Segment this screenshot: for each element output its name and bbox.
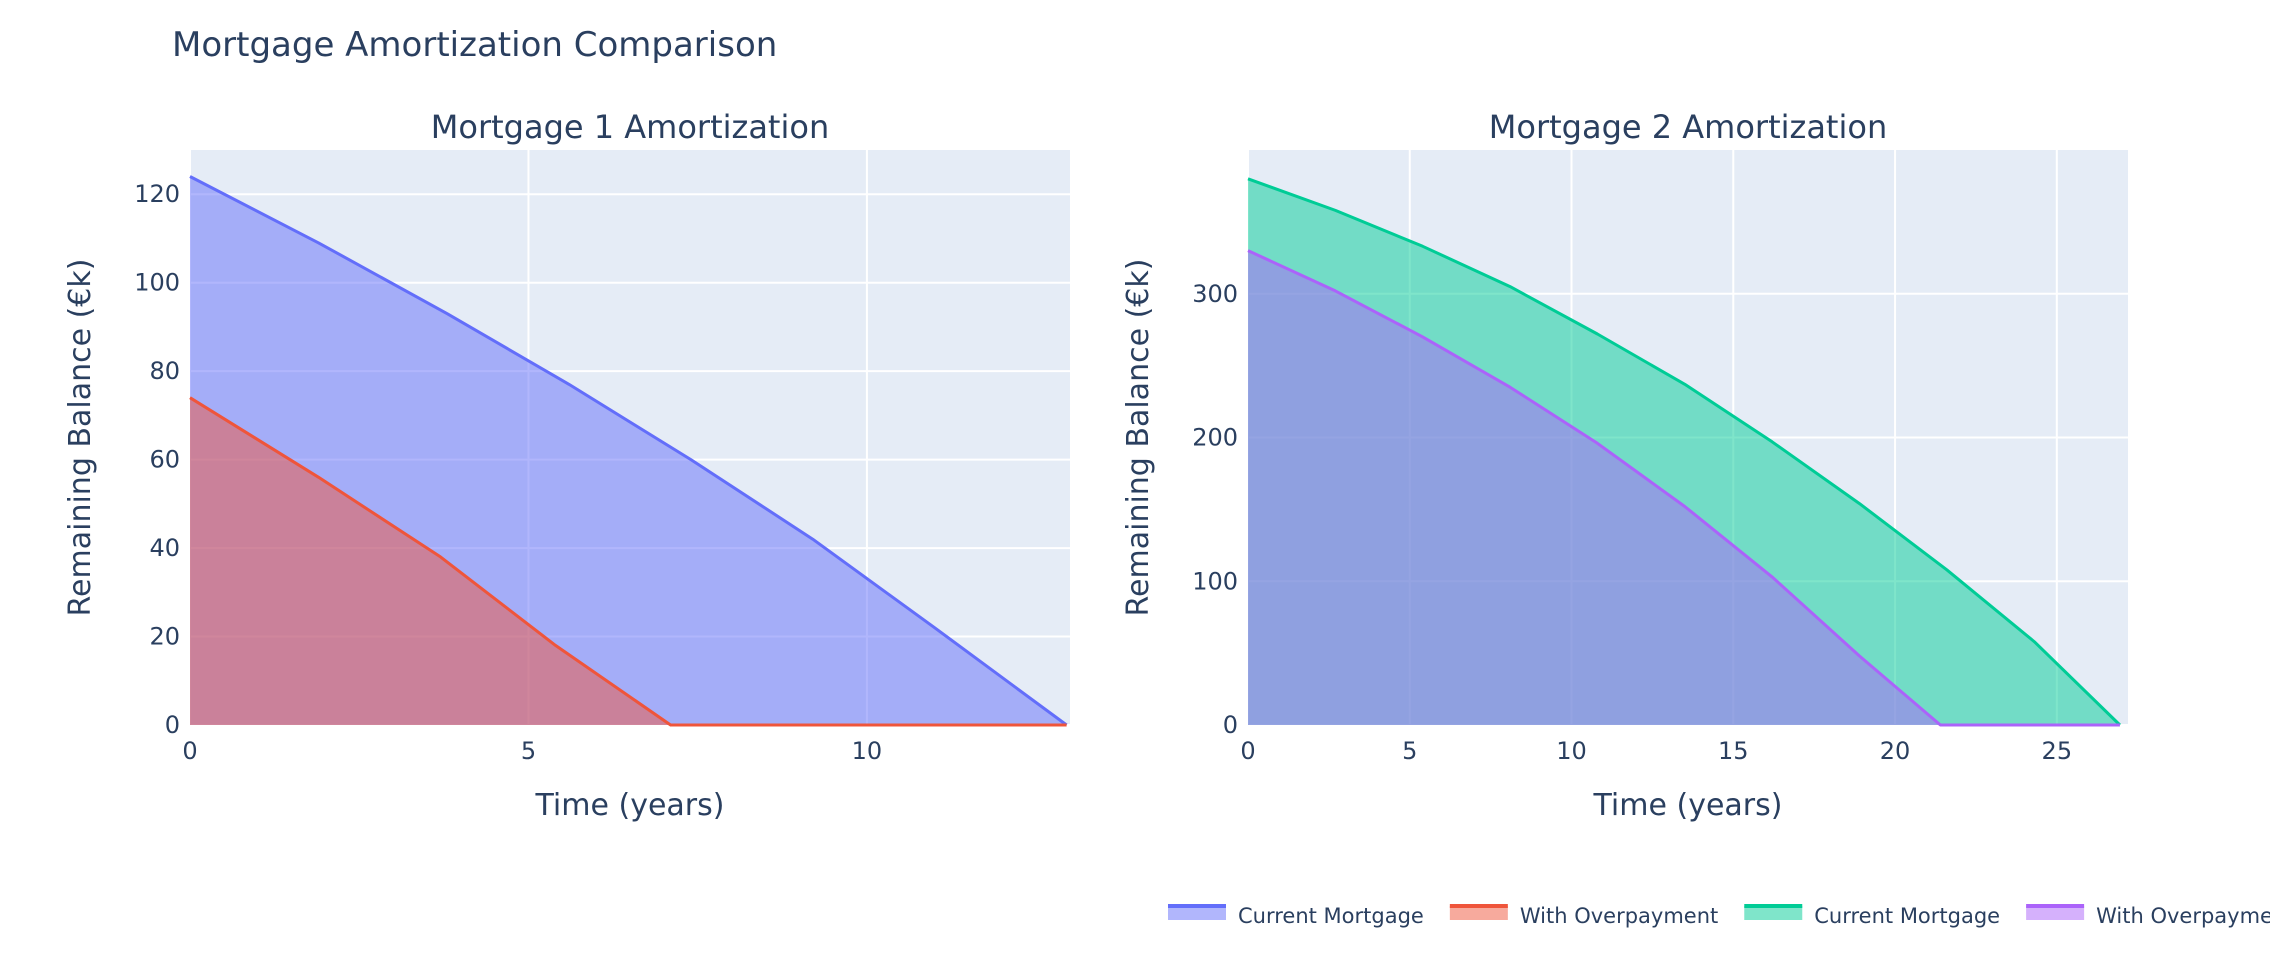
x-tick-label: 5	[521, 737, 536, 765]
legend-swatch	[2026, 906, 2085, 920]
subplot-2: 0 5 10 15 20 25 0 100 200 300 Mortgage 2 Amortizat…	[1121, 108, 2128, 823]
y-tick-label: 40	[149, 534, 180, 562]
subplot-title: Mortgage 2 Amortization	[1489, 108, 1887, 146]
legend-label: With Overpayment	[2096, 904, 2270, 928]
legend-item[interactable]: Current Mortgage	[1168, 904, 1424, 928]
legend-item[interactable]: With Overpayment	[2026, 904, 2270, 928]
x-tick-label: 0	[1240, 737, 1255, 765]
y-tick-label: 20	[149, 623, 180, 651]
x-axis-label: Time (years)	[1593, 788, 1783, 823]
chart-title: Mortgage Amortization Comparison	[172, 25, 777, 65]
y-tick-label: 60	[149, 446, 180, 474]
x-tick-label: 10	[852, 737, 883, 765]
series-line-1	[1247, 177, 2121, 727]
y-axis-label: Remaining Balance (€k)	[63, 259, 98, 617]
x-tick-label: 25	[2042, 737, 2073, 765]
y-tick-label: 100	[1192, 567, 1238, 595]
legend-label: Current Mortgage	[1238, 904, 1424, 928]
x-axis-label: Time (years)	[535, 788, 725, 823]
legend: Current Mortgage With Overpayment Current …	[1168, 904, 2270, 928]
x-tick-label: 10	[1556, 737, 1587, 765]
y-tick-label: 0	[165, 711, 180, 739]
series-line-1	[189, 175, 1068, 727]
x-tick-label: 0	[182, 737, 197, 765]
legend-label: With Overpayment	[1520, 904, 1718, 928]
series-area-2	[1248, 250, 2120, 725]
subplot-title: Mortgage 1 Amortization	[431, 108, 829, 146]
y-tick-label: 120	[134, 180, 180, 208]
y-tick-label: 300	[1192, 280, 1238, 308]
y-axis-label: Remaining Balance (€k)	[1121, 259, 1156, 617]
legend-swatch	[1449, 906, 1508, 920]
legend-swatch	[1744, 906, 1803, 920]
series-line-2	[1247, 249, 2120, 727]
series-area-2	[190, 397, 1067, 725]
y-tick-label: 200	[1192, 424, 1238, 452]
y-tick-label: 100	[134, 269, 180, 297]
y-tick-label: 80	[149, 357, 180, 385]
x-tick-label: 15	[1718, 737, 1749, 765]
y-tick-label: 0	[1223, 711, 1238, 739]
legend-item[interactable]: With Overpayment	[1449, 904, 1718, 928]
x-tick-label: 5	[1402, 737, 1417, 765]
x-tick-label: 20	[1880, 737, 1911, 765]
legend-label: Current Mortgage	[1814, 904, 2000, 928]
legend-swatch	[1168, 906, 1226, 920]
legend-item[interactable]: Current Mortgage	[1744, 904, 2000, 928]
series-line-2	[189, 396, 1067, 727]
